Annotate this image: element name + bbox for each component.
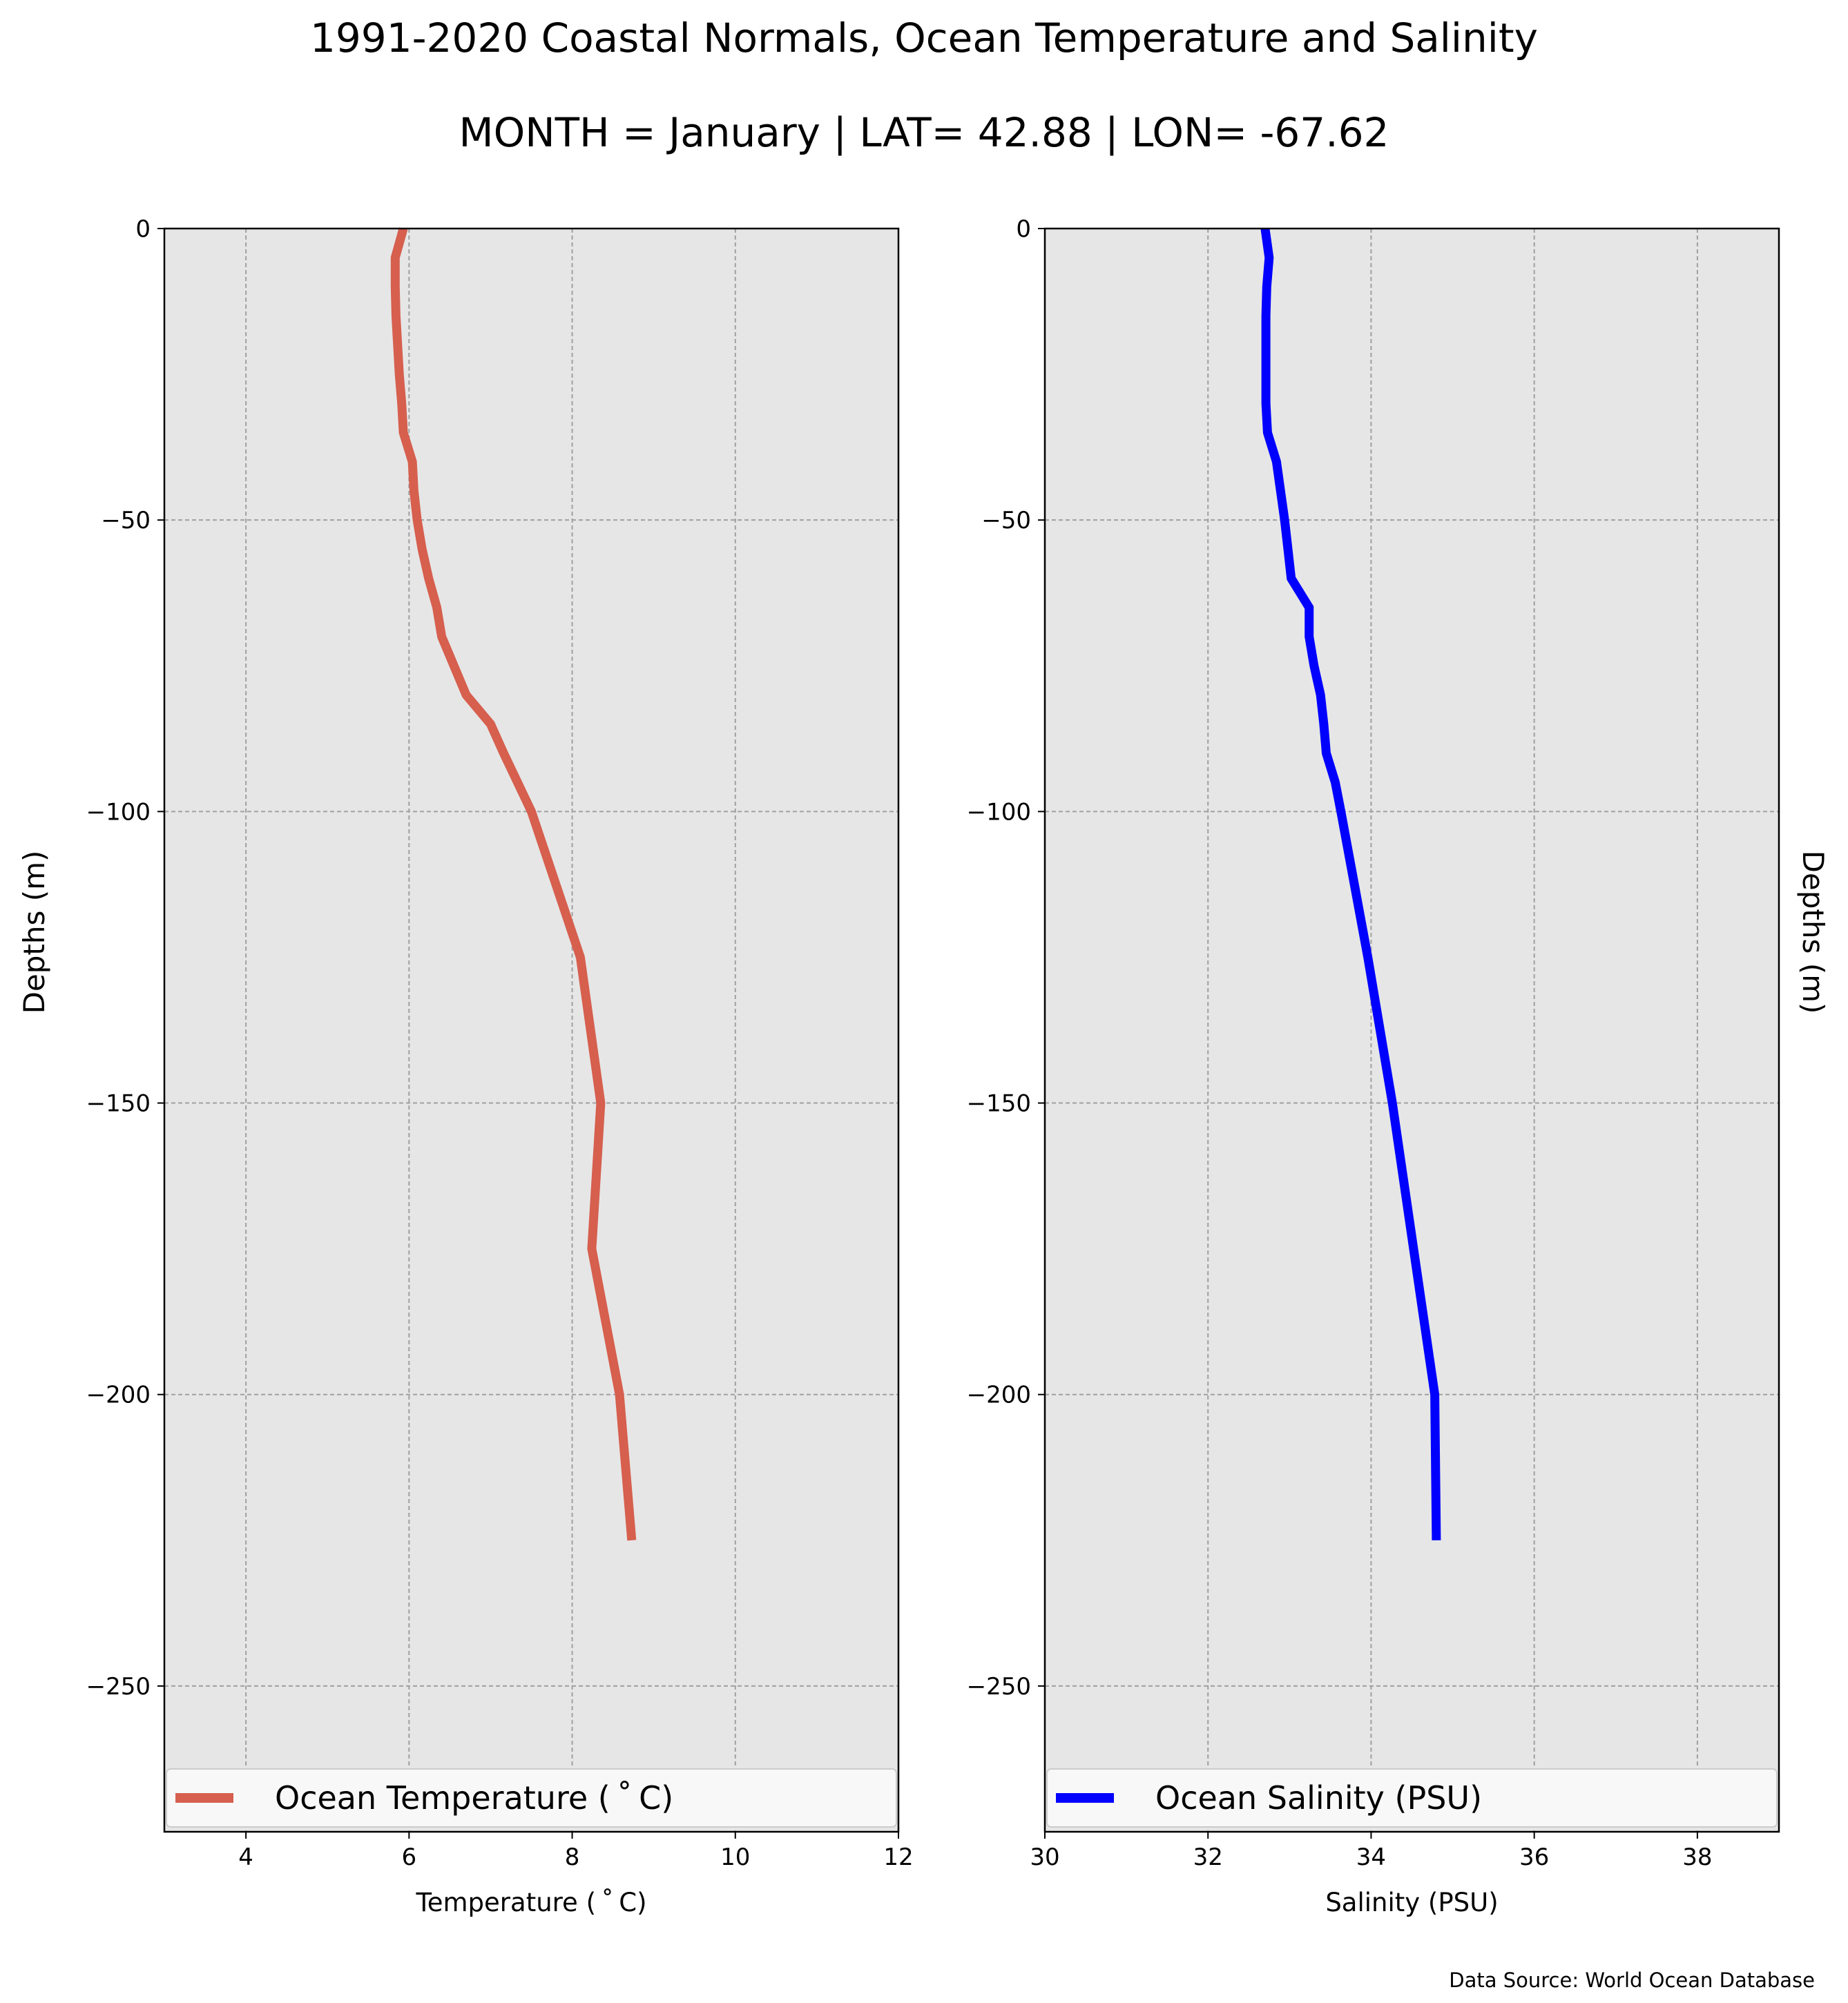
salinity-plot-area [1045,229,1779,1832]
temperature-y-tick-label: −200 [86,1382,151,1409]
temperature-axes-frame [163,227,900,1833]
figure-subtitle: MONTH = January | LAT= 42.88 | LON= -67.… [459,109,1389,156]
salinity-x-tick-label: 34 [1356,1844,1386,1871]
salinity-y-tick-label: −50 [981,507,1031,534]
temperature-legend-label: Ocean Temperature ( ˚ C) [275,1779,673,1817]
temperature-x-tick-label: 8 [565,1844,580,1871]
salinity-legend [1046,1768,1778,1828]
temperature-profile-line [390,227,637,1541]
temperature-x-axis-label: Temperature ( ˚ C) [415,1888,646,1917]
temperature-plot-area [164,229,898,1832]
salinity-x-axis-label: Salinity (PSU) [1325,1888,1498,1917]
data-source-note: Data Source: World Ocean Database [1449,1968,1815,1992]
salinity-x-tick-label: 36 [1519,1844,1549,1871]
salinity-axes-frame [1043,227,1780,1833]
salinity-legend-label: Ocean Salinity (PSU) [1155,1779,1482,1817]
salinity-x-tick-label: 30 [1030,1844,1059,1871]
salinity-panel: Ocean Salinity (PSU) 30 32 34 36 38 0 −50 −100 −1… [967,215,1780,1917]
salinity-x-tick-label: 38 [1682,1844,1712,1871]
temperature-x-tick-label: 10 [720,1844,750,1871]
temperature-legend [166,1768,897,1828]
salinity-y-tick-label: 0 [1016,215,1031,243]
salinity-x-tick-label: 32 [1193,1844,1223,1871]
temperature-y-tick-label: −250 [86,1673,151,1701]
temperature-y-tick-label: −50 [101,507,151,534]
temperature-panel: Ocean Temperature ( ˚ C) 4 6 8 10 12 0 −50 −100 −… [86,215,914,1917]
temperature-y-tick-label: −100 [86,798,151,826]
temperature-x-tick-label: 6 [402,1844,417,1871]
temperature-x-tick-label: 12 [883,1844,913,1871]
salinity-profile-line [1260,228,1441,1540]
salinity-y-tick-label: −250 [967,1673,1031,1701]
temperature-y-tick-label: −150 [86,1090,151,1118]
temperature-x-tick-label: 4 [238,1844,253,1871]
left-y-axis-label: Depths (m) [17,851,51,1014]
salinity-y-tick-label: −100 [967,798,1031,826]
salinity-y-tick-label: −200 [967,1382,1031,1409]
figure-title: 1991-2020 Coastal Normals, Ocean Tempera… [310,14,1538,61]
salinity-y-tick-label: −150 [967,1090,1031,1118]
temperature-y-tick-label: 0 [135,215,151,243]
right-y-axis-label: Depths (m) [1796,851,1830,1014]
